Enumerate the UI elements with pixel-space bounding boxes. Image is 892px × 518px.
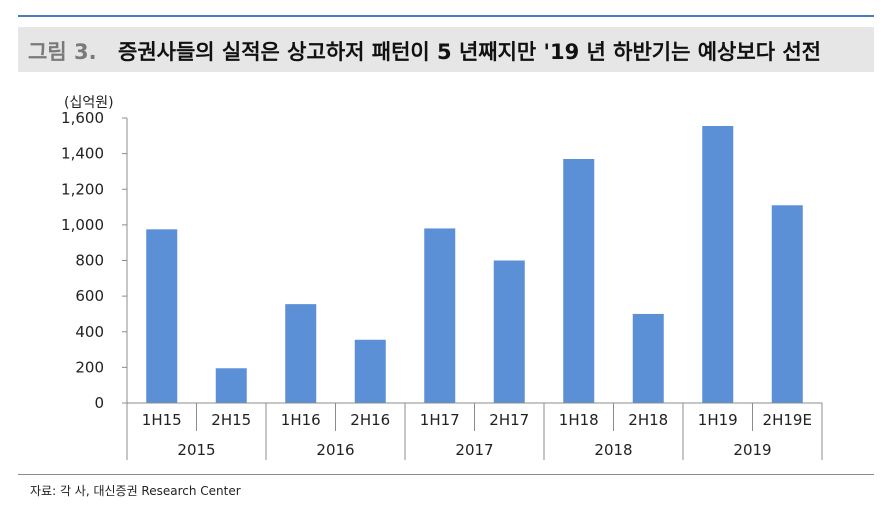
x-group-label: 2019	[733, 441, 771, 459]
y-tick-label: 600	[75, 287, 104, 305]
x-category-label: 2H18	[628, 411, 668, 429]
y-tick-label: 400	[75, 323, 104, 341]
y-tick-label: 1,600	[61, 109, 104, 127]
bar-chart: (십억원) 02004006008001,0001,2001,4001,600 …	[61, 95, 823, 460]
x-group-label: 2018	[594, 441, 632, 459]
y-tick-label: 0	[94, 394, 104, 412]
x-category-label: 1H17	[420, 411, 460, 429]
bar-1H17	[424, 228, 456, 403]
x-category-label: 2H15	[211, 411, 251, 429]
bar-2H18	[632, 313, 664, 403]
bar-1H19	[702, 126, 734, 403]
y-axis-unit-label: (십억원)	[64, 95, 114, 111]
bars	[146, 126, 803, 403]
x-category-label: 1H19	[698, 411, 738, 429]
bar-1H16	[285, 304, 317, 403]
bar-1H15	[146, 229, 178, 403]
figure-number: 그림 3.	[28, 40, 97, 64]
bottom-rule	[18, 474, 874, 475]
bar-1H18	[563, 158, 595, 403]
x-category-label: 2H16	[350, 411, 390, 429]
bar-2H16	[354, 339, 386, 403]
figure-title-bar: 그림 3. 증권사들의 실적은 상고하저 패턴이 5 년째지만 '19 년 하반…	[18, 27, 874, 72]
y-tick-label: 1,000	[61, 216, 104, 234]
figure-title: 증권사들의 실적은 상고하저 패턴이 5 년째지만 '19 년 하반기는 예상보…	[118, 40, 821, 64]
bar-2H17	[493, 260, 525, 403]
x-category-label: 1H18	[559, 411, 599, 429]
x-group-label: 2015	[177, 441, 215, 459]
y-tick-label: 1,200	[61, 180, 104, 198]
source-note: 자료: 각 사, 대신증권 Research Center	[30, 484, 241, 498]
x-category-label: 2H19E	[763, 411, 812, 429]
x-group-label: 2016	[316, 441, 354, 459]
y-tick-label: 800	[75, 252, 104, 270]
bar-2H19E	[771, 205, 803, 403]
y-tick-label: 1,400	[61, 145, 104, 163]
top-rule	[18, 15, 874, 17]
x-category-label: 1H16	[281, 411, 321, 429]
x-group-label: 2017	[455, 441, 493, 459]
x-category-label: 1H15	[142, 411, 182, 429]
x-category-label: 2H17	[489, 411, 529, 429]
bar-2H15	[215, 368, 247, 403]
y-tick-label: 200	[75, 358, 104, 376]
x-axis: 1H15 2H15 1H16 2H16 1H17 2H17 1H18 2H18 1H19 2H19…	[126, 402, 823, 460]
y-axis: 0 200 400 600 800 1,000 1,200 1,400 1,600	[61, 109, 128, 412]
